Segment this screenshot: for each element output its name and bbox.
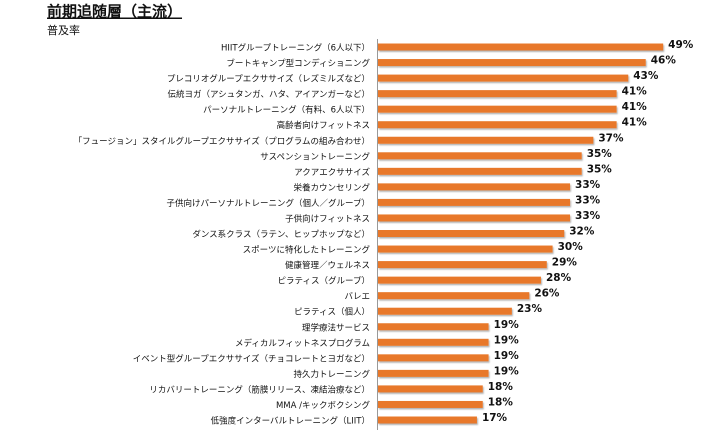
value-label: 19% — [494, 350, 520, 362]
category-label: スポーツに特化したトレーニング — [243, 245, 371, 256]
value-label: 46% — [651, 55, 677, 67]
bar — [378, 152, 582, 160]
bar — [378, 323, 489, 331]
category-label: サスペンショントレーニング — [260, 151, 370, 162]
bar — [378, 338, 489, 346]
category-label: アクアエクササイズ — [294, 167, 370, 178]
bar — [378, 214, 571, 222]
value-label: 32% — [569, 226, 595, 238]
chart-subtitle: 普及率 — [47, 23, 80, 37]
bar — [378, 245, 553, 253]
category-label: 健康管理／ウェルネス — [285, 260, 370, 271]
category-label: ピラティス（グループ） — [278, 276, 370, 287]
value-label: 41% — [622, 117, 648, 129]
value-label: 49% — [668, 39, 694, 51]
value-label: 17% — [482, 412, 508, 424]
category-label: 高齢者向けフィットネス — [277, 120, 370, 131]
category-label: 子供向けパーソナルトレーニング（個人／グループ） — [167, 198, 371, 209]
bar — [378, 121, 617, 129]
category-label: プレコリオグループエクササイズ（レズミルズなど） — [167, 74, 370, 85]
category-label: ブートキャンプ型コンディショニング — [226, 58, 370, 69]
category-label: HIITグループトレーニング（6人以下） — [221, 43, 370, 54]
bar — [378, 136, 594, 144]
category-label: ピラティス（個人） — [294, 307, 370, 318]
value-label: 35% — [587, 163, 613, 175]
value-label: 18% — [488, 396, 514, 408]
bar — [378, 90, 617, 98]
bar — [378, 167, 582, 175]
bar — [378, 105, 617, 113]
value-label: 23% — [517, 303, 543, 315]
value-label: 33% — [575, 210, 601, 222]
bar — [378, 292, 530, 300]
bar — [378, 354, 489, 362]
value-label: 28% — [546, 272, 572, 284]
bar — [378, 43, 664, 51]
bar — [378, 369, 489, 377]
bar — [378, 307, 512, 315]
category-label: ダンス系クラス（ラテン、ヒップホップなど） — [192, 229, 370, 240]
value-label: 33% — [575, 194, 601, 206]
value-label: 18% — [488, 381, 514, 393]
bar — [378, 74, 629, 82]
bar — [378, 59, 646, 67]
value-label: 26% — [534, 288, 560, 300]
category-label: イベント型グループエクササイズ（チョコレートとヨガなど） — [133, 353, 370, 364]
value-label: 35% — [587, 148, 613, 160]
category-label: バレエ — [344, 292, 370, 302]
bar — [378, 198, 571, 206]
value-label: 33% — [575, 179, 601, 191]
category-label: 低強度インターバルトレーニング（LIIT） — [211, 416, 370, 427]
value-label: 29% — [552, 257, 578, 269]
value-label: 19% — [494, 319, 520, 331]
bar — [378, 416, 477, 424]
value-label: 30% — [558, 241, 584, 253]
value-label: 19% — [494, 365, 520, 377]
bar — [378, 400, 483, 408]
category-label: MMA /キックボクシング — [276, 400, 371, 411]
category-label: メディカルフィットネスプログラム — [235, 338, 370, 349]
value-label: 19% — [494, 334, 520, 346]
category-label: パーソナルトレーニング（有料、6人以下） — [203, 105, 370, 116]
bar — [378, 276, 541, 284]
value-label: 37% — [598, 132, 624, 144]
bar — [378, 183, 571, 191]
category-label: 理学療法サービス — [302, 322, 370, 333]
category-label: リカバリートレーニング（筋膜リリース、凍結治療など） — [149, 384, 370, 395]
bar — [378, 230, 565, 237]
category-label: 「フュージョン」スタイルグループエクササイズ（プログラムの組み合わせ） — [74, 136, 370, 147]
value-label: 43% — [633, 70, 659, 82]
category-label: 栄養カウンセリング — [293, 182, 370, 193]
value-label: 41% — [622, 86, 648, 98]
category-label: 子供向けフィットネス — [285, 213, 370, 224]
value-label: 41% — [622, 101, 648, 113]
category-label: 伝統ヨガ（アシュタンガ、ハタ、アイアンガーなど） — [168, 89, 370, 100]
chart-title: 前期追随層（主流） — [47, 3, 182, 21]
bar — [378, 385, 483, 393]
bar — [378, 261, 547, 269]
category-label: 持久力トレーニング — [293, 369, 370, 380]
